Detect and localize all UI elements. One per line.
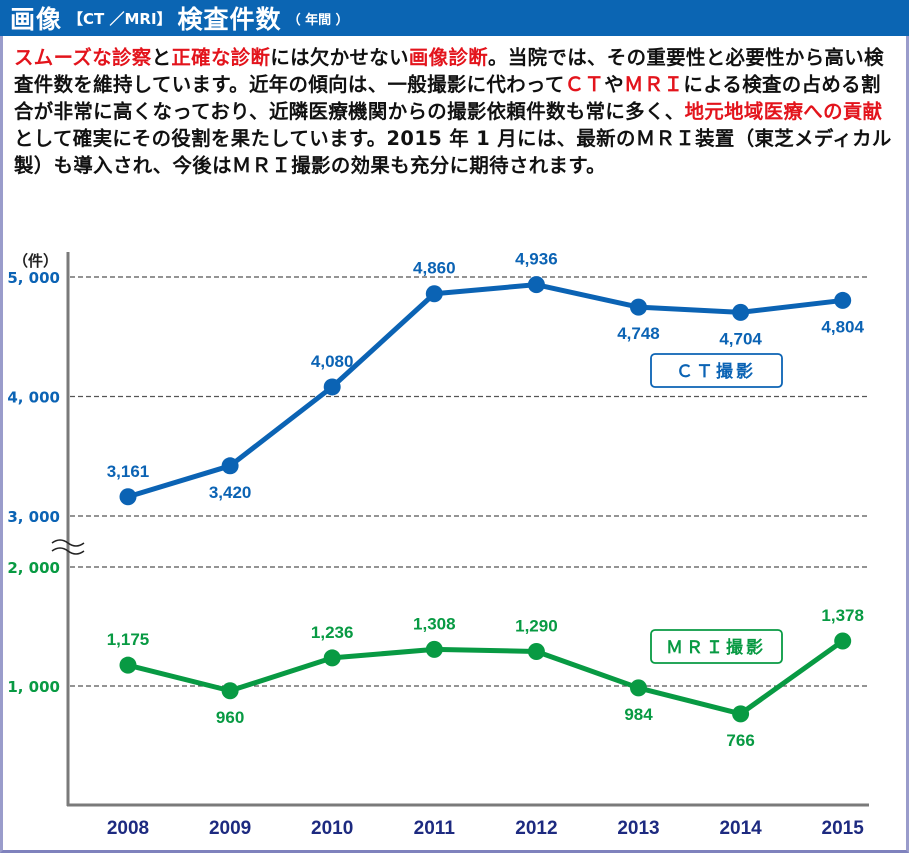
data-label-mri: 1,175	[107, 630, 150, 649]
data-point-mri	[834, 632, 852, 650]
data-label-ct: 4,704	[719, 329, 762, 348]
paragraph-text: による検査の占める割合が非常に高くなっており、近隣医療機関からの撮影依頼件数も常…	[14, 73, 881, 123]
data-point-ct	[732, 303, 750, 321]
paragraph-text: と	[151, 46, 172, 69]
data-label-mri: 766	[726, 731, 754, 750]
data-point-mri	[527, 642, 545, 660]
highlighted-text: 正確な診断	[171, 46, 271, 69]
series-ct: 3,161 3,420 4,080 4,860 4,936 4,748 4,704 4,804	[107, 250, 865, 506]
x-tick-label: 2011	[414, 818, 456, 839]
data-label-ct: 4,860	[413, 259, 456, 278]
data-point-ct	[119, 488, 137, 506]
data-label-mri: 1,378	[821, 606, 864, 625]
data-label-mri: 960	[216, 708, 244, 727]
y-tick-label: 2, 000	[7, 559, 60, 577]
x-tick-label: 2009	[209, 818, 251, 839]
x-tick-label: 2012	[515, 818, 557, 839]
data-point-mri	[221, 682, 239, 700]
data-label-ct: 4,748	[617, 324, 660, 343]
y-tick-label: 5, 000	[7, 269, 60, 287]
paragraph-text: や	[604, 73, 625, 96]
data-label-mri: 1,290	[515, 616, 558, 635]
data-label-ct: 3,420	[209, 483, 252, 502]
data-point-ct	[221, 457, 239, 475]
highlighted-text: ＣＴ	[564, 73, 605, 96]
page-title-suffix: 検査件数	[177, 5, 282, 34]
axis-break-icon	[51, 539, 85, 555]
data-label-mri: 984	[624, 705, 653, 724]
y-tick-label: 4, 000	[7, 389, 60, 407]
y-tick-label: 1, 000	[7, 678, 60, 696]
data-point-ct	[630, 298, 647, 316]
legend-ct-label: ＣＴ撮影	[676, 361, 756, 382]
data-label-mri: 1,236	[311, 623, 354, 642]
x-tick-label: 2014	[719, 818, 762, 839]
highlighted-text: 地元地域医療への貢献	[684, 100, 883, 123]
highlighted-text: スムーズな診察	[14, 46, 152, 69]
data-point-ct	[323, 378, 341, 396]
legend: ＣＴ撮影 ＭＲＩ撮影	[650, 353, 783, 664]
legend-mri-label: ＭＲＩ撮影	[666, 637, 766, 658]
series-mri: 1,175 960 1,236 1,308 1,290 984 766 1,378	[107, 606, 864, 750]
page-title: 画像	[10, 5, 63, 34]
title-period: （ 年間 ）	[287, 12, 349, 28]
data-label-ct: 4,804	[821, 317, 864, 336]
x-tick-label: 2015	[822, 818, 865, 839]
y-tick-label: 3, 000	[7, 508, 60, 526]
data-point-mri	[425, 640, 443, 658]
axes: （件）	[13, 252, 869, 807]
legend-ct-box	[650, 353, 783, 388]
y-tick-labels: 5, 000 4, 000 3, 000 2, 000 1, 000	[7, 269, 60, 696]
data-label-mri: 1,308	[413, 614, 456, 633]
description-paragraph: スムーズな診察と正確な診断には欠かせない画像診断。当院では、その重要性と必要性か…	[14, 44, 894, 179]
x-tick-label: 2010	[311, 818, 353, 839]
series-line-ct	[127, 282, 843, 500]
paragraph-text: には欠かせない	[270, 46, 409, 69]
legend-mri: ＭＲＩ撮影	[650, 629, 783, 664]
paragraph-text: として確実にその役割を果たしています。2015 年 1 月には、最新のＭＲＩ装置…	[14, 127, 892, 177]
data-label-ct: 4,936	[515, 250, 558, 269]
data-point-mri	[732, 705, 750, 723]
data-label-ct: 3,161	[107, 462, 150, 481]
x-tick-labels: 2008 2009 2010 2011 2012 2013 2014 2015	[107, 818, 864, 839]
data-point-mri	[630, 679, 647, 697]
data-point-ct	[425, 285, 443, 303]
highlighted-text: ＭＲＩ	[624, 73, 684, 96]
data-label-ct: 4,080	[311, 352, 354, 371]
title-modality: 【CT ／MRI】	[68, 9, 172, 28]
y-axis-unit: （件）	[13, 252, 58, 270]
series: 3,161 3,420 4,080 4,860 4,936 4,748 4,704 4,804…	[107, 250, 865, 750]
legend-ct: ＣＴ撮影	[650, 353, 783, 388]
legend-mri-box	[650, 629, 783, 664]
x-tick-label: 2008	[107, 818, 149, 839]
data-point-mri	[119, 656, 137, 674]
data-point-mri	[323, 649, 341, 667]
highlighted-text: 画像診断	[408, 46, 489, 69]
title-bar: 画像 【CT ／MRI】 検査件数 （ 年間 ）	[0, 0, 909, 36]
x-tick-label: 2013	[617, 818, 659, 839]
data-point-ct	[834, 291, 852, 309]
data-point-ct	[527, 276, 545, 294]
paragraph-text: 。当院では、その重要性と必要性から高い検査件数を維持しています。近年の傾向は、一…	[14, 46, 884, 96]
series-line-mri	[127, 638, 845, 717]
